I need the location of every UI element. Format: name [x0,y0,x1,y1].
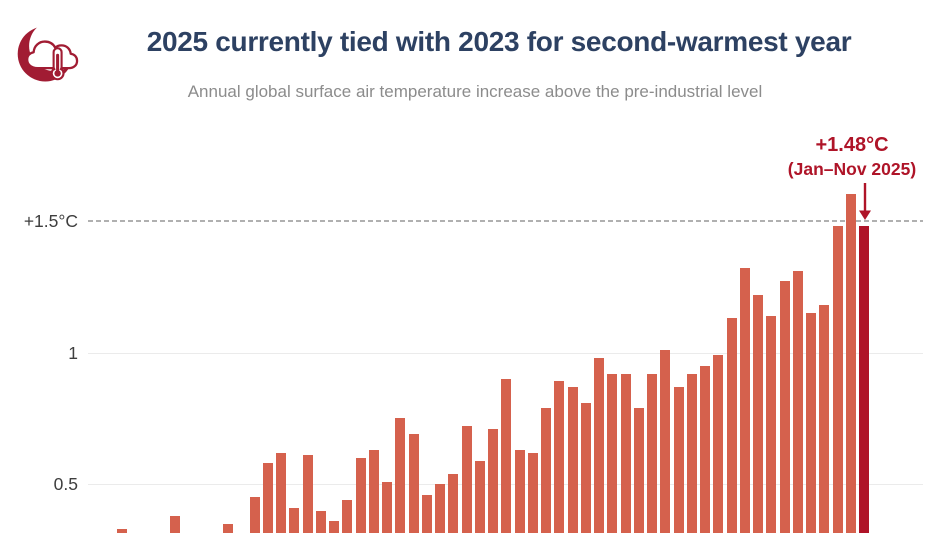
bar-2023 [832,226,843,533]
reference-line-1point5c [88,219,923,222]
page-subtitle: Annual global surface air temperature in… [187,82,763,101]
bar-1979 [249,497,260,533]
page-title: 2025 currently tied with 2023 for second… [146,26,852,57]
bar-2019 [779,281,790,533]
bar-2009 [647,373,657,533]
bar-1991 [408,434,419,533]
bar-1980 [262,463,273,533]
bar-1990 [395,418,406,533]
bar-2002 [554,381,565,533]
highlight-period-label: (Jan–Nov 2025) [787,159,917,179]
y-axis-label-1: 1 [68,342,78,363]
bar-1984 [315,510,326,533]
bar-2001 [541,407,551,533]
bar-2000 [527,452,538,533]
bar-1981 [276,452,286,533]
highlight-annotation: +1.48°C (Jan–Nov 2025) [742,133,950,181]
bar-1997 [488,428,498,533]
bar-2018 [766,315,777,533]
bar-2017 [753,294,763,533]
cloud-thermometer-logo [17,20,80,82]
bar-2003 [567,386,578,533]
bar-1977 [223,523,233,533]
bar-1989 [382,481,392,533]
bar-2006 [607,373,618,533]
down-arrow-icon [859,183,871,220]
bar-1999 [514,449,525,533]
bar-1988 [368,449,379,533]
bar-2014 [713,355,724,533]
bar-2004 [580,402,591,533]
gridline-1 [88,352,923,354]
bar-1969 [117,529,127,533]
bar-2012 [686,373,697,533]
bar-2022 [819,305,830,533]
bar-1994 [448,473,459,533]
bar-1996 [474,460,485,533]
bar-1992 [421,494,432,533]
bar-1973 [170,515,180,533]
bar-1987 [355,457,366,533]
bar-1986 [342,500,353,533]
bar-2005 [594,357,604,533]
highlight-value-label: +1.48°C [815,134,889,156]
bar-1993 [435,484,445,533]
bar-2013 [700,365,710,533]
bar-2011 [673,386,684,533]
bar-2020 [792,270,803,533]
bar-2008 [633,407,644,533]
bar-1985 [329,521,339,533]
bar-2021 [806,312,816,533]
bar-2025 [859,226,869,533]
bar-2010 [660,349,671,533]
bar-1995 [461,426,472,533]
bar-1982 [289,507,300,533]
y-axis-label-1.5: +1.5°C [23,210,78,231]
bar-2016 [739,268,750,533]
bar-2015 [726,318,737,533]
bar-1983 [302,455,313,533]
y-axis-label-0.5: 0.5 [53,474,78,495]
bar-2024 [845,194,856,533]
bar-1998 [501,378,512,533]
bar-2007 [620,373,631,533]
